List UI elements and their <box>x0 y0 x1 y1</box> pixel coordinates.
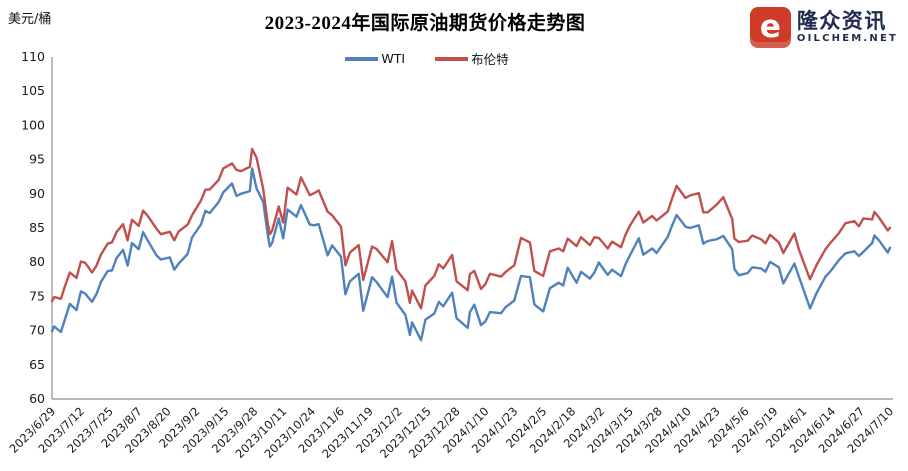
y-tick-label: 90 <box>29 186 45 201</box>
y-tick-label: 70 <box>29 323 45 338</box>
y-tick-label: 75 <box>29 288 45 303</box>
legend-label-wti: WTI <box>381 51 406 66</box>
legend-label-brent: 布伦特 <box>471 52 509 67</box>
brent-line <box>50 147 892 310</box>
legend-item-wti: WTI <box>345 51 405 66</box>
y-tick-label: 80 <box>29 254 45 269</box>
legend-item-brent: 布伦特 <box>435 49 509 68</box>
y-tick-label: 95 <box>29 152 45 167</box>
y-tick-label: 100 <box>21 117 45 132</box>
wti-line-swatch <box>345 56 379 61</box>
y-tick-label: 65 <box>29 357 45 372</box>
oilchem-logo-icon: e <box>749 7 791 48</box>
wti-line <box>50 167 892 342</box>
legend: WTI 布伦特 <box>0 49 908 68</box>
brand-text-block: 隆众资讯 OILCHEM.NET <box>796 8 898 45</box>
chart-title: 2023-2024年国际原油期货价格走势图 <box>264 13 586 34</box>
y-tick-label: 110 <box>21 49 45 64</box>
y-tick-label: 105 <box>21 83 45 98</box>
y-axis-unit-label: 美元/桶 <box>8 12 52 27</box>
brand-domain: OILCHEM.NET <box>796 33 898 45</box>
brent-line-swatch <box>435 56 469 61</box>
brand-name: 隆众资讯 <box>796 8 887 33</box>
y-tick-label: 85 <box>29 220 45 235</box>
y-tick-label: 60 <box>29 391 45 406</box>
brand-logo: e 隆众资讯 OILCHEM.NET <box>749 7 898 48</box>
